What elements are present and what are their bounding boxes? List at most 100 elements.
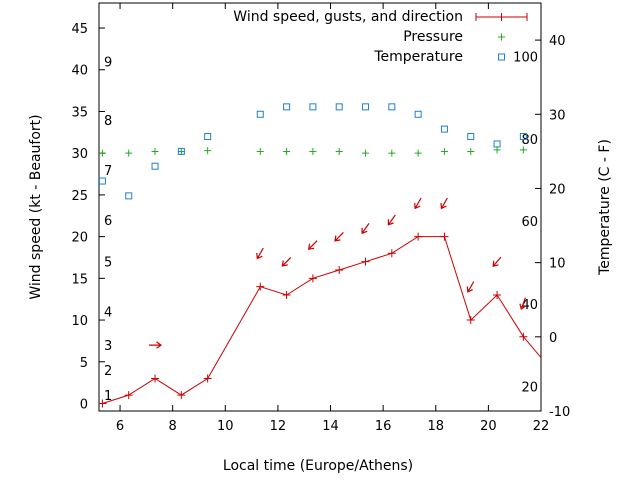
wind-point [282, 291, 291, 300]
wind-point [177, 391, 186, 400]
temperature-point [283, 103, 291, 111]
wind-point [256, 282, 265, 291]
y-tick-label: 25 [71, 189, 88, 204]
beaufort-label: 2 [104, 364, 112, 379]
temperature-point [362, 103, 370, 111]
y-tick-label: 45 [71, 22, 88, 37]
temperature-point [204, 133, 212, 141]
plot-frame [98, 2, 542, 412]
pressure-point [467, 148, 475, 156]
wind-point [203, 374, 212, 383]
wind-point [335, 265, 344, 274]
y-tick-label: 30 [71, 147, 88, 162]
wind-point [124, 391, 133, 400]
wind-direction-arrow [361, 223, 370, 235]
beaufort-label: 9 [104, 55, 112, 70]
temperature-point [467, 133, 475, 141]
legend-marker-wind [475, 13, 528, 21]
pressure-point [151, 148, 159, 156]
wind-point [466, 316, 475, 325]
wind-point [98, 399, 107, 408]
wind-point [151, 374, 160, 383]
pressure-point [283, 148, 291, 156]
pressure-point [362, 149, 370, 157]
pressure-point [309, 148, 317, 156]
x-tick-label: 14 [322, 419, 339, 434]
temperature-point [493, 140, 501, 148]
y2-tick-label: 40 [549, 34, 566, 49]
y2-tick-label: 20 [549, 182, 566, 197]
beaufort-label: 4 [104, 306, 112, 321]
beaufort-label: 1 [104, 389, 112, 404]
y2-tick-label: 10 [549, 257, 566, 272]
temperature-point [98, 177, 106, 185]
temperature-point [335, 103, 343, 111]
y-tick-label: 40 [71, 64, 88, 79]
x-axis-title: Local time (Europe/Athens) [223, 458, 413, 474]
x-tick-label: 20 [480, 419, 497, 434]
beaufort-label: 5 [104, 256, 112, 271]
beaufort-label: 6 [104, 214, 112, 229]
temperature-point [440, 125, 448, 133]
fahrenheit-label: 20 [521, 381, 538, 396]
wind-direction-arrow [466, 281, 475, 293]
y-tick-label: 5 [80, 356, 88, 371]
wind-point [519, 332, 528, 341]
beaufort-label: 7 [104, 164, 112, 179]
pressure-point [493, 146, 501, 154]
wind-direction-arrow [149, 341, 163, 349]
pressure-point [335, 148, 343, 156]
wind-point [414, 232, 423, 241]
legend-marker-temperature [498, 53, 505, 61]
x-tick-label: 10 [217, 419, 234, 434]
temperature-point [177, 147, 185, 155]
wind-point [361, 257, 370, 266]
temperature-point [151, 162, 159, 170]
wind-direction-arrow [440, 197, 448, 210]
wind-direction-arrow [334, 231, 344, 242]
fahrenheit-label: 60 [521, 215, 538, 230]
wind-direction-arrow [414, 197, 422, 210]
pressure-point [98, 149, 106, 157]
x-tick-label: 6 [116, 419, 124, 434]
fahrenheit-label: 100 [513, 50, 538, 65]
temperature-point [519, 133, 527, 141]
y2-tick-label: 0 [549, 331, 557, 346]
pressure-point [414, 149, 422, 157]
pressure-point [519, 146, 527, 154]
y-tick-label: 35 [71, 105, 88, 120]
wind-direction-arrow [519, 297, 527, 310]
wind-series-line [102, 236, 541, 404]
pressure-point [440, 148, 448, 156]
legend-marker-pressure [498, 33, 505, 41]
y2-tick-label: 30 [549, 108, 566, 123]
y2-axis-title: Temperature (C - F) [597, 139, 613, 276]
pressure-point [125, 149, 133, 157]
temperature-point [125, 192, 133, 200]
legend-label-pressure: Pressure [403, 29, 463, 45]
beaufort-label: 8 [104, 114, 112, 129]
x-tick-label: 22 [533, 419, 550, 434]
y-tick-label: 20 [71, 231, 88, 246]
temperature-point [414, 110, 422, 118]
y-tick-label: 10 [71, 314, 88, 329]
x-tick-label: 12 [270, 419, 287, 434]
beaufort-label: 3 [104, 339, 112, 354]
temperature-point [309, 103, 317, 111]
fahrenheit-label: 80 [521, 133, 538, 148]
wind-direction-arrow [492, 256, 502, 267]
pressure-point [388, 149, 396, 157]
fahrenheit-label: 40 [521, 298, 538, 313]
x-tick-label: 16 [375, 419, 392, 434]
pressure-point [256, 148, 264, 156]
wind-point [493, 291, 502, 300]
x-tick-label: 18 [427, 419, 444, 434]
wind-point [387, 249, 396, 258]
temperature-point [388, 103, 396, 111]
pressure-point [204, 147, 212, 155]
legend-label-temperature: Temperature [373, 49, 463, 65]
y2-tick-label: -10 [549, 405, 570, 420]
pressure-point [177, 148, 185, 156]
legend-label-wind: Wind speed, gusts, and direction [233, 9, 463, 25]
